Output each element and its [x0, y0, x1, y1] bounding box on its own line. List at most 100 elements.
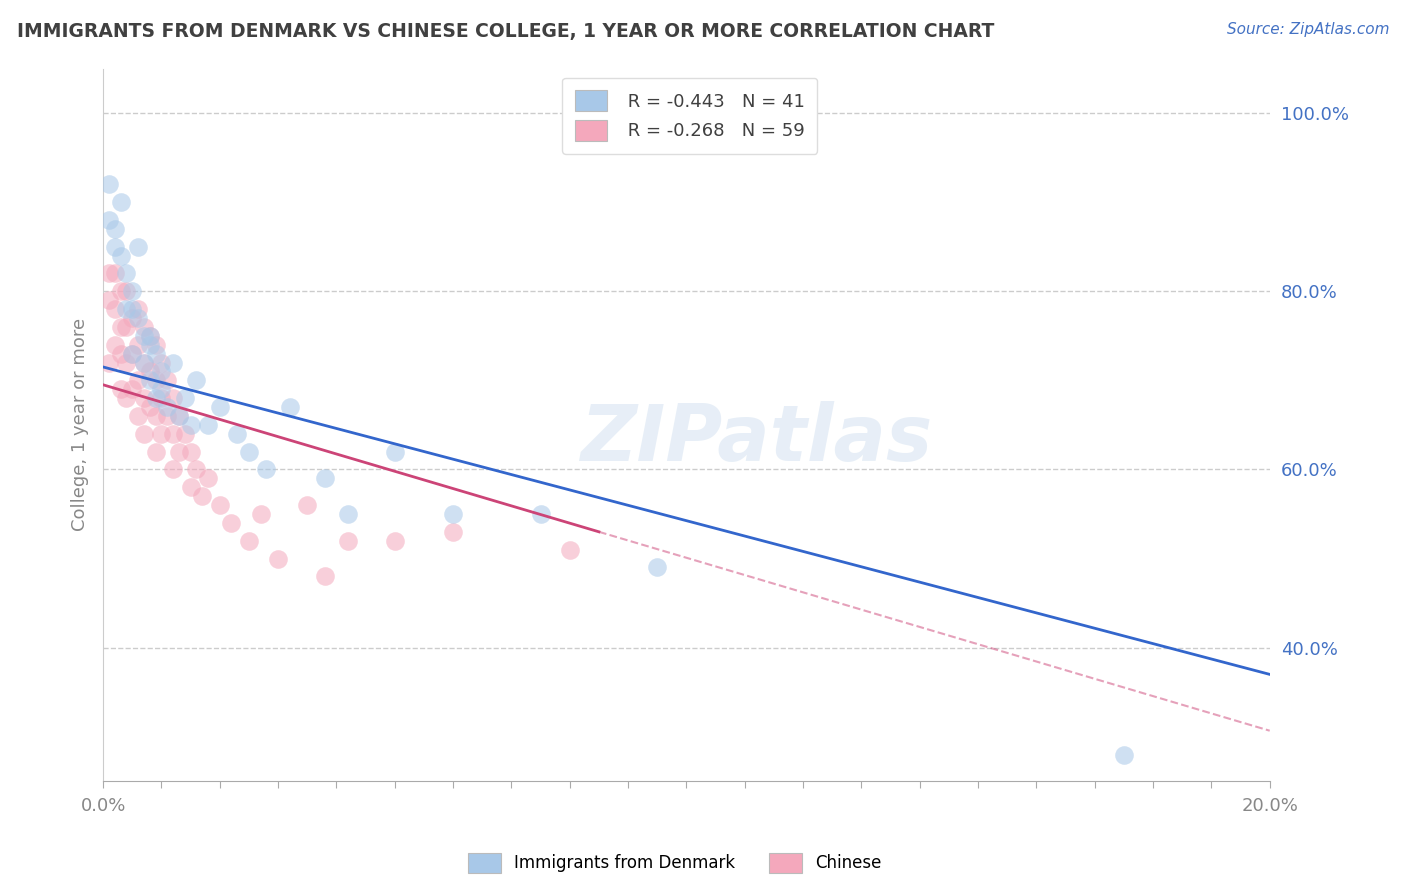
- Point: [145, 409, 167, 423]
- Point: [127, 301, 149, 316]
- Point: [127, 310, 149, 325]
- Point: [186, 373, 208, 387]
- Point: [110, 346, 132, 360]
- Point: [121, 310, 143, 325]
- Point: [162, 391, 184, 405]
- Point: [150, 355, 173, 369]
- Point: [558, 542, 581, 557]
- Point: [145, 391, 167, 405]
- Point: [150, 364, 173, 378]
- Point: [97, 267, 120, 281]
- Point: [645, 560, 668, 574]
- Point: [180, 480, 202, 494]
- Point: [145, 373, 167, 387]
- Point: [115, 319, 138, 334]
- Point: [132, 391, 155, 405]
- Point: [104, 337, 127, 351]
- Point: [529, 507, 551, 521]
- Y-axis label: College, 1 year or more: College, 1 year or more: [72, 318, 89, 532]
- Point: [162, 462, 184, 476]
- Point: [156, 400, 179, 414]
- Point: [110, 285, 132, 299]
- Point: [297, 498, 319, 512]
- Point: [156, 373, 179, 387]
- Point: [121, 301, 143, 316]
- Point: [127, 409, 149, 423]
- Text: ZIPatlas: ZIPatlas: [581, 401, 932, 477]
- Point: [127, 373, 149, 387]
- Point: [104, 240, 127, 254]
- Point: [180, 444, 202, 458]
- Point: [104, 222, 127, 236]
- Point: [150, 391, 173, 405]
- Point: [97, 293, 120, 308]
- Point: [110, 382, 132, 396]
- Point: [238, 444, 260, 458]
- Point: [139, 328, 162, 343]
- Point: [238, 533, 260, 548]
- Point: [145, 346, 167, 360]
- Point: [132, 355, 155, 369]
- Point: [208, 498, 231, 512]
- Point: [132, 328, 155, 343]
- Point: [162, 426, 184, 441]
- Point: [208, 400, 231, 414]
- Point: [441, 524, 464, 539]
- Point: [145, 444, 167, 458]
- Point: [127, 337, 149, 351]
- Point: [1112, 747, 1135, 762]
- Point: [132, 319, 155, 334]
- Point: [115, 391, 138, 405]
- Point: [97, 213, 120, 227]
- Point: [97, 355, 120, 369]
- Text: Source: ZipAtlas.com: Source: ZipAtlas.com: [1226, 22, 1389, 37]
- Point: [173, 426, 195, 441]
- Point: [132, 426, 155, 441]
- Point: [197, 417, 219, 432]
- Point: [115, 355, 138, 369]
- Point: [156, 409, 179, 423]
- Point: [162, 355, 184, 369]
- Point: [139, 373, 162, 387]
- Point: [110, 249, 132, 263]
- Point: [441, 507, 464, 521]
- Point: [180, 417, 202, 432]
- Point: [110, 319, 132, 334]
- Point: [221, 516, 243, 530]
- Point: [115, 301, 138, 316]
- Legend:  R = -0.443   N = 41,  R = -0.268   N = 59: R = -0.443 N = 41, R = -0.268 N = 59: [562, 78, 817, 153]
- Point: [384, 533, 406, 548]
- Point: [104, 301, 127, 316]
- Point: [139, 328, 162, 343]
- Point: [384, 444, 406, 458]
- Point: [150, 426, 173, 441]
- Point: [314, 569, 336, 583]
- Point: [115, 285, 138, 299]
- Point: [121, 382, 143, 396]
- Point: [337, 507, 360, 521]
- Point: [104, 267, 127, 281]
- Text: IMMIGRANTS FROM DENMARK VS CHINESE COLLEGE, 1 YEAR OR MORE CORRELATION CHART: IMMIGRANTS FROM DENMARK VS CHINESE COLLE…: [17, 22, 994, 41]
- Point: [226, 426, 249, 441]
- Point: [167, 409, 190, 423]
- Point: [167, 409, 190, 423]
- Point: [186, 462, 208, 476]
- Point: [256, 462, 278, 476]
- Point: [139, 364, 162, 378]
- Point: [127, 240, 149, 254]
- Point: [167, 444, 190, 458]
- Point: [121, 346, 143, 360]
- Point: [145, 337, 167, 351]
- Point: [197, 471, 219, 485]
- Point: [115, 267, 138, 281]
- Point: [97, 178, 120, 192]
- Point: [249, 507, 271, 521]
- Point: [121, 346, 143, 360]
- Point: [278, 400, 301, 414]
- Point: [173, 391, 195, 405]
- Point: [121, 285, 143, 299]
- Point: [150, 382, 173, 396]
- Point: [267, 551, 290, 566]
- Point: [314, 471, 336, 485]
- Point: [191, 489, 214, 503]
